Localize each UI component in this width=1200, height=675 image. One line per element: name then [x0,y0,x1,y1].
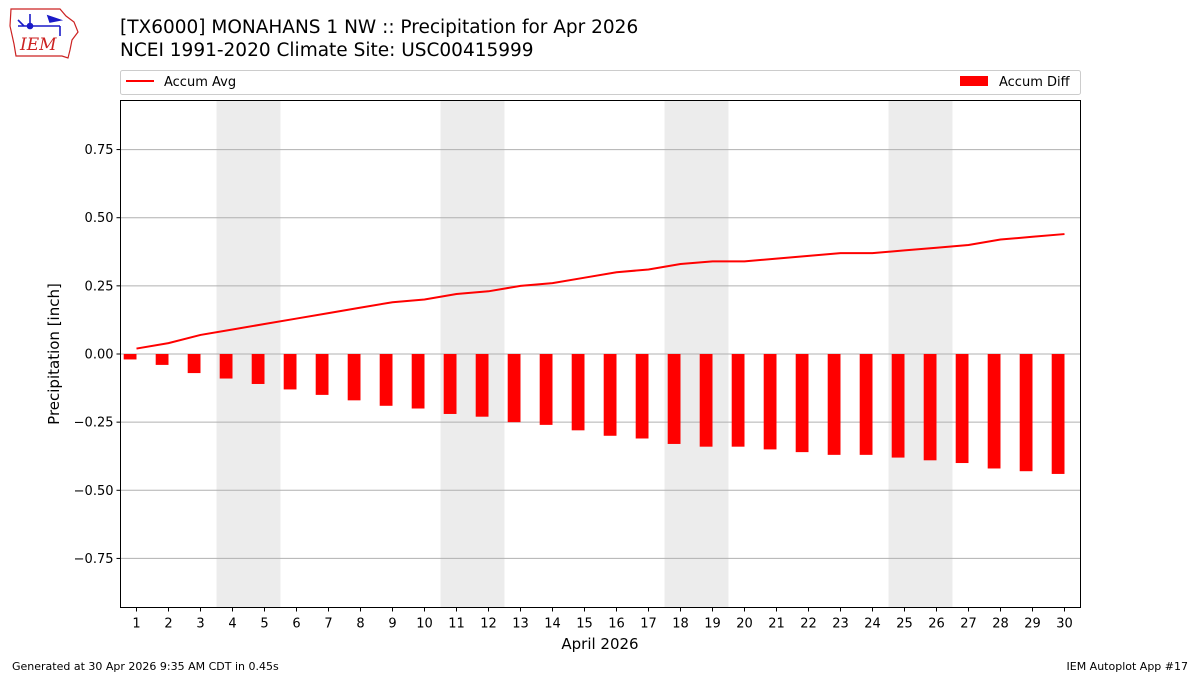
accum-diff-bar [603,354,617,436]
x-tick-label: 13 [512,617,529,632]
accum-diff-bar [731,354,745,447]
x-tick-label: 5 [260,617,268,632]
x-tick-label: 23 [832,617,849,632]
accum-diff-bar [411,354,425,409]
x-tick-label: 4 [228,617,236,632]
iowa-outline [9,8,79,59]
accum-diff-bar [571,354,585,431]
x-tick-label: 22 [800,617,817,632]
y-tick-label: 0.00 [85,348,114,363]
x-tick-label: 25 [896,617,913,632]
x-tick-label: 1 [132,617,140,632]
x-tick-label: 11 [448,617,465,632]
x-tick-label: 19 [704,617,721,632]
accum-diff-bar [507,354,521,423]
x-tick-label: 12 [480,617,497,632]
chart-title: [TX6000] MONAHANS 1 NW :: Precipitation … [120,17,639,38]
accum-diff-bar [379,354,393,406]
x-tick-label: 29 [1024,617,1041,632]
y-tick-label: −0.50 [74,484,114,499]
accum-diff-bar [1019,354,1033,472]
y-tick-label: −0.75 [74,552,114,567]
legend-accum-avg-label: Accum Avg [164,75,236,90]
generated-timestamp: Generated at 30 Apr 2026 9:35 AM CDT in … [12,660,279,673]
accum-diff-bar [347,354,361,401]
accum-avg-line [136,233,1065,350]
accum-diff-bar [923,354,937,461]
y-tick-label: −0.25 [74,416,114,431]
legend: Accum Avg Accum Diff [120,70,1081,95]
x-tick-label: 18 [672,617,689,632]
x-tick-label: 17 [640,617,657,632]
accum-diff-bar [251,354,265,384]
legend-accum-diff-swatch [960,76,988,86]
x-tick-label: 3 [196,617,204,632]
accum-diff-bar [827,354,841,455]
accum-diff-bar [891,354,905,458]
accum-diff-bar [795,354,809,453]
accum-diff-bar [1051,354,1065,474]
x-tick-label: 2 [164,617,172,632]
legend-box [120,70,1081,95]
x-tick-label: 21 [768,617,785,632]
accum-diff-bar [699,354,713,447]
x-tick-label: 15 [576,617,593,632]
app-id: IEM Autoplot App #17 [1066,660,1189,673]
y-tick-label: 0.75 [85,143,114,158]
legend-accum-diff-label: Accum Diff [999,75,1071,90]
x-tick-label: 14 [544,617,561,632]
x-tick-label: 9 [388,617,396,632]
x-axis-ticks: 1 2 3 4 5 6 7 8 9 10 11 12 13 14 15 16 17 18 19 20 21 22 23 24 2… [132,607,1073,632]
iem-logo: IEM [9,8,79,59]
accum-diff-bar [283,354,297,390]
accum-diff-bar [155,354,169,365]
accum-diff-bar [987,354,1001,469]
x-tick-label: 7 [324,617,332,632]
x-tick-label: 30 [1056,617,1073,632]
y-tick-label: 0.25 [85,279,114,294]
accum-avg-line-group [136,233,1065,350]
x-tick-label: 24 [864,617,881,632]
iem-logo-text: IEM [19,35,57,55]
accum-diff-bar [763,354,777,450]
y-axis-label: Precipitation [inch] [45,283,63,425]
x-tick-label: 8 [356,617,364,632]
weather-station-icon [17,14,64,36]
accum-diff-bars [123,354,1065,474]
accum-diff-bar [187,354,201,374]
x-axis-label: April 2026 [561,635,638,653]
x-tick-label: 6 [292,617,300,632]
x-tick-label: 27 [960,617,977,632]
accum-diff-bar [955,354,969,464]
accum-diff-bar [443,354,457,414]
accum-diff-bar [475,354,489,417]
chart-subtitle: NCEI 1991-2020 Climate Site: USC00415999 [120,40,534,61]
accum-diff-bar [123,354,137,360]
accum-diff-bar [219,354,233,379]
accum-diff-bar [667,354,681,444]
accum-diff-bar [635,354,649,439]
y-tick-label: 0.50 [85,211,114,226]
accum-diff-bar [315,354,329,395]
y-axis-ticks: −0.75 −0.50 −0.25 0.00 0.25 0.50 0.75 [74,143,121,567]
gridlines [120,149,1081,559]
accum-diff-bar [859,354,873,455]
x-tick-label: 16 [608,617,625,632]
x-tick-label: 28 [992,617,1009,632]
accum-diff-bar [539,354,553,425]
x-tick-label: 10 [416,617,433,632]
x-tick-label: 20 [736,617,753,632]
x-tick-label: 26 [928,617,945,632]
